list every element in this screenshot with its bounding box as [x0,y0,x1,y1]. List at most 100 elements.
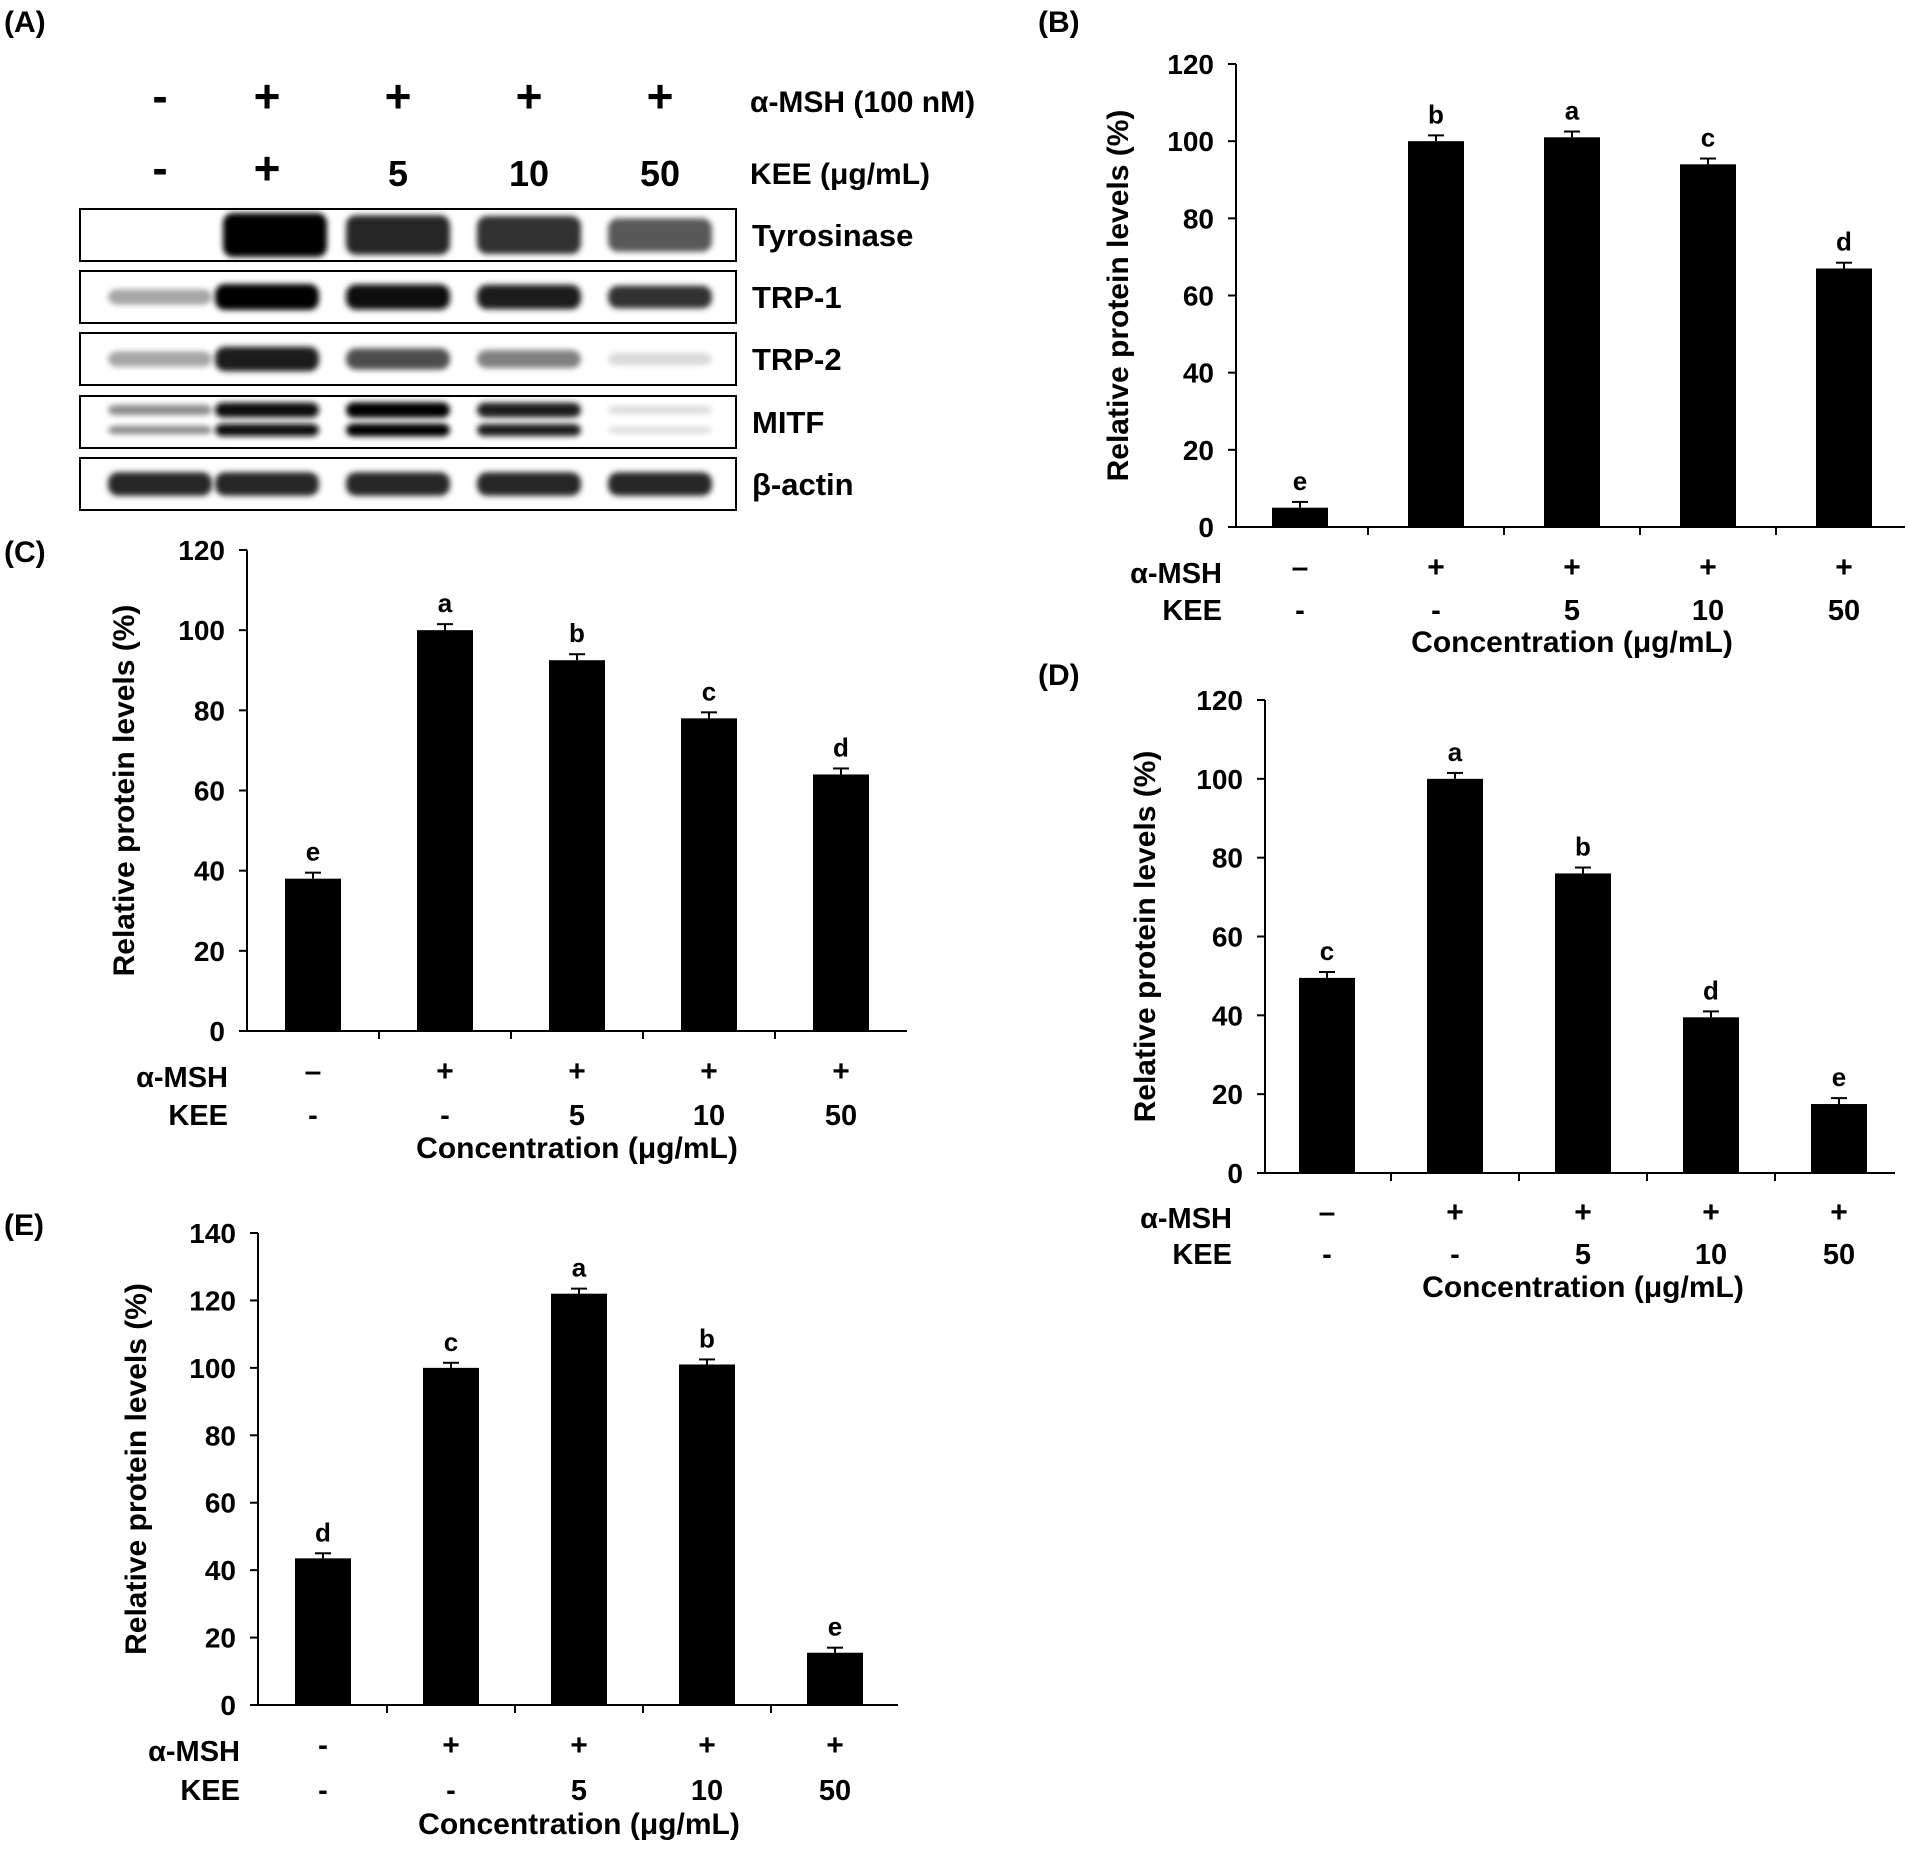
band-trp-1-lane-1 [108,289,212,305]
kee-value-e-2: - [446,1775,456,1807]
band-actin-lane-3 [346,472,450,496]
blot-kee-lane-2: + [254,142,281,194]
band-actin-lane-1 [108,472,212,496]
blot-protein-label-trp-1: TRP-1 [752,280,842,315]
significance-d-4: d [1703,975,1719,1005]
kee-value-c-5: 50 [825,1100,857,1132]
band-tyrosinase-lane-3 [346,215,450,255]
blot-msh-lane-3: + [385,70,412,122]
band-trp-1-lane-3 [346,284,450,310]
bar-b-2 [1408,141,1464,527]
significance-b-2: b [1428,99,1444,129]
msh-value-d-3: + [1574,1196,1592,1229]
significance-c-2: a [438,588,453,618]
bar-b-4 [1680,164,1736,528]
significance-b-3: a [1565,96,1580,126]
blot-row-label-kee: KEE (μg/mL) [750,158,930,191]
blot-msh-lane-1: - [152,70,167,122]
msh-value-c-4: + [700,1055,718,1088]
y-tick-label-d-100: 100 [1196,764,1243,795]
chart-e: (E) 0 20 40 60 80 100 120 140 Relative protein le… [4,1209,898,1841]
bar-b-3 [1544,137,1600,527]
kee-value-b-1: - [1295,595,1305,627]
kee-value-d-1: - [1322,1239,1332,1271]
y-tick-label-d-0: 0 [1227,1158,1243,1189]
bar-e-4 [679,1364,735,1705]
band-mitf-lower-lane-3 [346,423,450,437]
bar-d-3 [1555,873,1611,1173]
panel-label-c: (C) [4,536,46,569]
y-axis-title-e: Relative protein levels (%) [120,1283,153,1655]
bar-c-4 [681,718,737,1031]
bar-c-5 [813,774,869,1031]
band-trp-1-lane-4 [477,284,581,310]
significance-e-4: b [699,1323,715,1353]
kee-value-b-3: 5 [1564,595,1580,627]
panel-label-b: (B) [1038,6,1080,39]
y-tick-label-e-120: 120 [189,1285,236,1316]
y-tick-label-c-120: 120 [178,535,225,566]
significance-e-3: a [572,1253,587,1283]
blot-protein-label-trp-2: TRP-2 [752,342,842,377]
kee-value-d-4: 10 [1695,1239,1727,1271]
blot-protein-label-mitf: MITF [752,405,824,440]
y-tick-label-b-40: 40 [1183,358,1214,389]
row-label-kee-c: KEE [168,1100,228,1132]
band-trp-2-lane-2 [215,346,319,372]
kee-value-e-4: 10 [691,1775,723,1807]
x-axis-title-d: Concentration (μg/mL) [1422,1271,1744,1304]
y-tick-label-d-20: 20 [1212,1079,1243,1110]
panel-label-d: (D) [1038,659,1080,692]
y-tick-label-c-20: 20 [194,936,225,967]
y-tick-label-b-0: 0 [1198,512,1214,543]
kee-value-e-3: 5 [571,1775,587,1807]
y-tick-label-d-80: 80 [1212,843,1243,874]
chart-d: (D) 0 20 40 60 80 100 120 Relative protein level… [1038,659,1895,1304]
bar-e-3 [551,1293,607,1705]
bar-b-1 [1272,507,1328,527]
kee-value-b-5: 50 [1828,595,1860,627]
row-label-msh-d: α-MSH [1140,1203,1232,1235]
y-tick-label-b-60: 60 [1183,281,1214,312]
x-axis-title-e: Concentration (μg/mL) [418,1808,740,1841]
band-trp-2-lane-3 [346,348,450,370]
significance-e-5: e [828,1612,842,1642]
kee-value-e-5: 50 [819,1775,851,1807]
msh-value-d-2: + [1446,1196,1464,1229]
msh-value-c-3: + [568,1055,586,1088]
blot-strip-mitf [79,395,737,449]
kee-value-d-2: - [1450,1239,1460,1271]
band-actin-lane-5 [608,472,712,496]
kee-value-e-1: - [318,1775,328,1807]
y-tick-label-b-120: 120 [1167,49,1214,80]
band-actin-lane-2 [215,472,319,496]
band-mitf-upper-lane-4 [477,402,581,418]
western-blot-panel: (A) - + + + + α-MSH (100 nM) - +5 10 50 KEE (μg/mL… [4,6,975,511]
kee-value-b-2: - [1431,595,1441,627]
band-trp-2-lane-1 [108,351,212,367]
y-tick-label-b-80: 80 [1183,203,1214,234]
msh-value-b-2: + [1427,551,1445,584]
band-tyrosinase-lane-2 [223,213,327,257]
blot-kee-lane-4: 10 [509,153,549,194]
band-trp-2-lane-5 [608,352,712,366]
chart-b: (B) 0 20 40 60 80 100 120 Relative protein level… [1038,6,1905,659]
blot-msh-lane-4: + [516,70,543,122]
band-trp-2-lane-4 [477,350,581,368]
bar-d-2 [1427,778,1483,1173]
bar-b-5 [1816,268,1872,527]
blot-kee-lane-3: 5 [388,153,408,194]
bar-d-1 [1299,977,1355,1173]
msh-value-e-2: + [442,1729,460,1762]
bar-e-5 [807,1652,863,1705]
msh-value-e-3: + [570,1729,588,1762]
msh-value-b-1: – [1292,551,1309,584]
band-actin-lane-4 [477,472,581,496]
y-axis-title-b: Relative protein levels (%) [1102,110,1135,482]
band-mitf-upper-lane-3 [346,402,450,418]
y-tick-label-e-0: 0 [220,1690,236,1721]
msh-value-b-5: + [1835,551,1853,584]
significance-d-3: b [1575,832,1591,862]
significance-c-5: d [833,732,849,762]
bar-e-2 [423,1367,479,1705]
